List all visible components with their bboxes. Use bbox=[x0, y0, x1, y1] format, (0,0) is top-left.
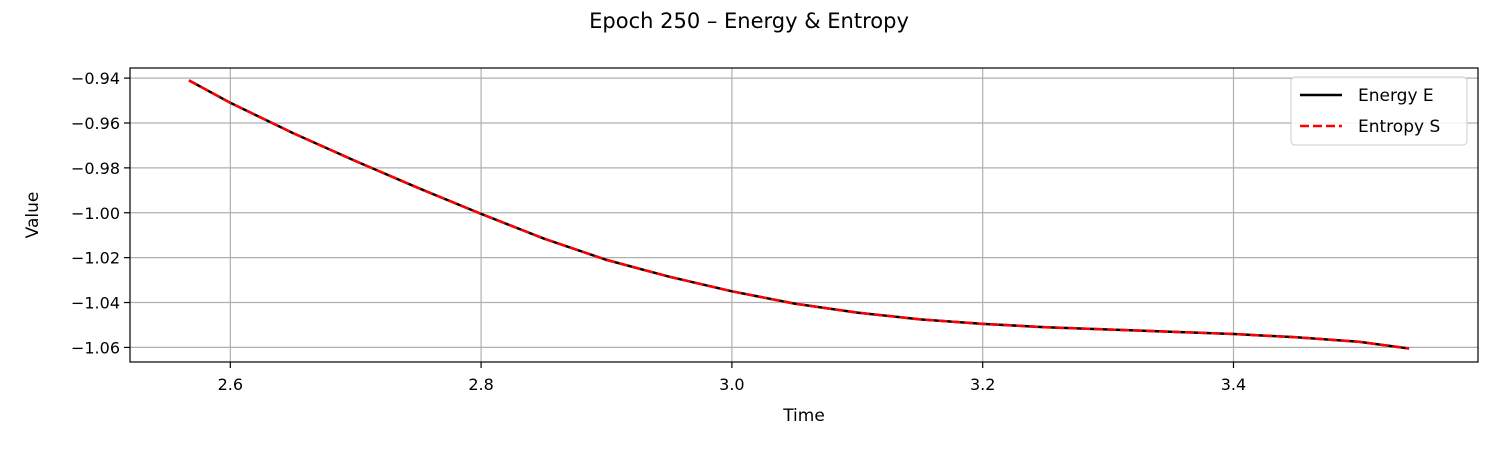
series-layer bbox=[188, 79, 1410, 350]
chart-title: Epoch 250 – Energy & Entropy bbox=[589, 9, 909, 33]
x-tick-label: 2.6 bbox=[218, 375, 243, 394]
x-tick-label: 3.0 bbox=[719, 375, 744, 394]
legend-label-entropy: Entropy S bbox=[1358, 117, 1440, 137]
x-axis: 2.6 2.8 3.0 3.2 3.4 bbox=[218, 362, 1246, 394]
legend: Energy E Entropy S bbox=[1290, 76, 1468, 146]
y-tick-label: −1.00 bbox=[71, 204, 120, 223]
x-tick-label: 3.4 bbox=[1221, 375, 1246, 394]
x-tick-label: 3.2 bbox=[970, 375, 995, 394]
y-axis-label: Value bbox=[23, 192, 43, 239]
y-tick-label: −1.04 bbox=[71, 294, 120, 313]
y-tick-label: −1.02 bbox=[71, 249, 120, 268]
grid bbox=[130, 68, 1478, 362]
x-axis-label: Time bbox=[782, 406, 825, 426]
x-tick-label: 2.8 bbox=[468, 375, 493, 394]
y-tick-label: −0.98 bbox=[71, 159, 120, 178]
plot-frame bbox=[129, 67, 1479, 363]
legend-label-energy: Energy E bbox=[1358, 86, 1434, 106]
y-tick-label: −1.06 bbox=[71, 338, 120, 357]
y-tick-label: −0.94 bbox=[71, 69, 120, 88]
y-tick-label: −0.96 bbox=[71, 114, 120, 133]
series-line-entropy bbox=[188, 79, 1410, 350]
y-axis: −0.94 −0.96 −0.98 −1.00 −1.02 −1.04 −1.06 bbox=[71, 69, 130, 357]
series-line-energy bbox=[188, 79, 1410, 350]
